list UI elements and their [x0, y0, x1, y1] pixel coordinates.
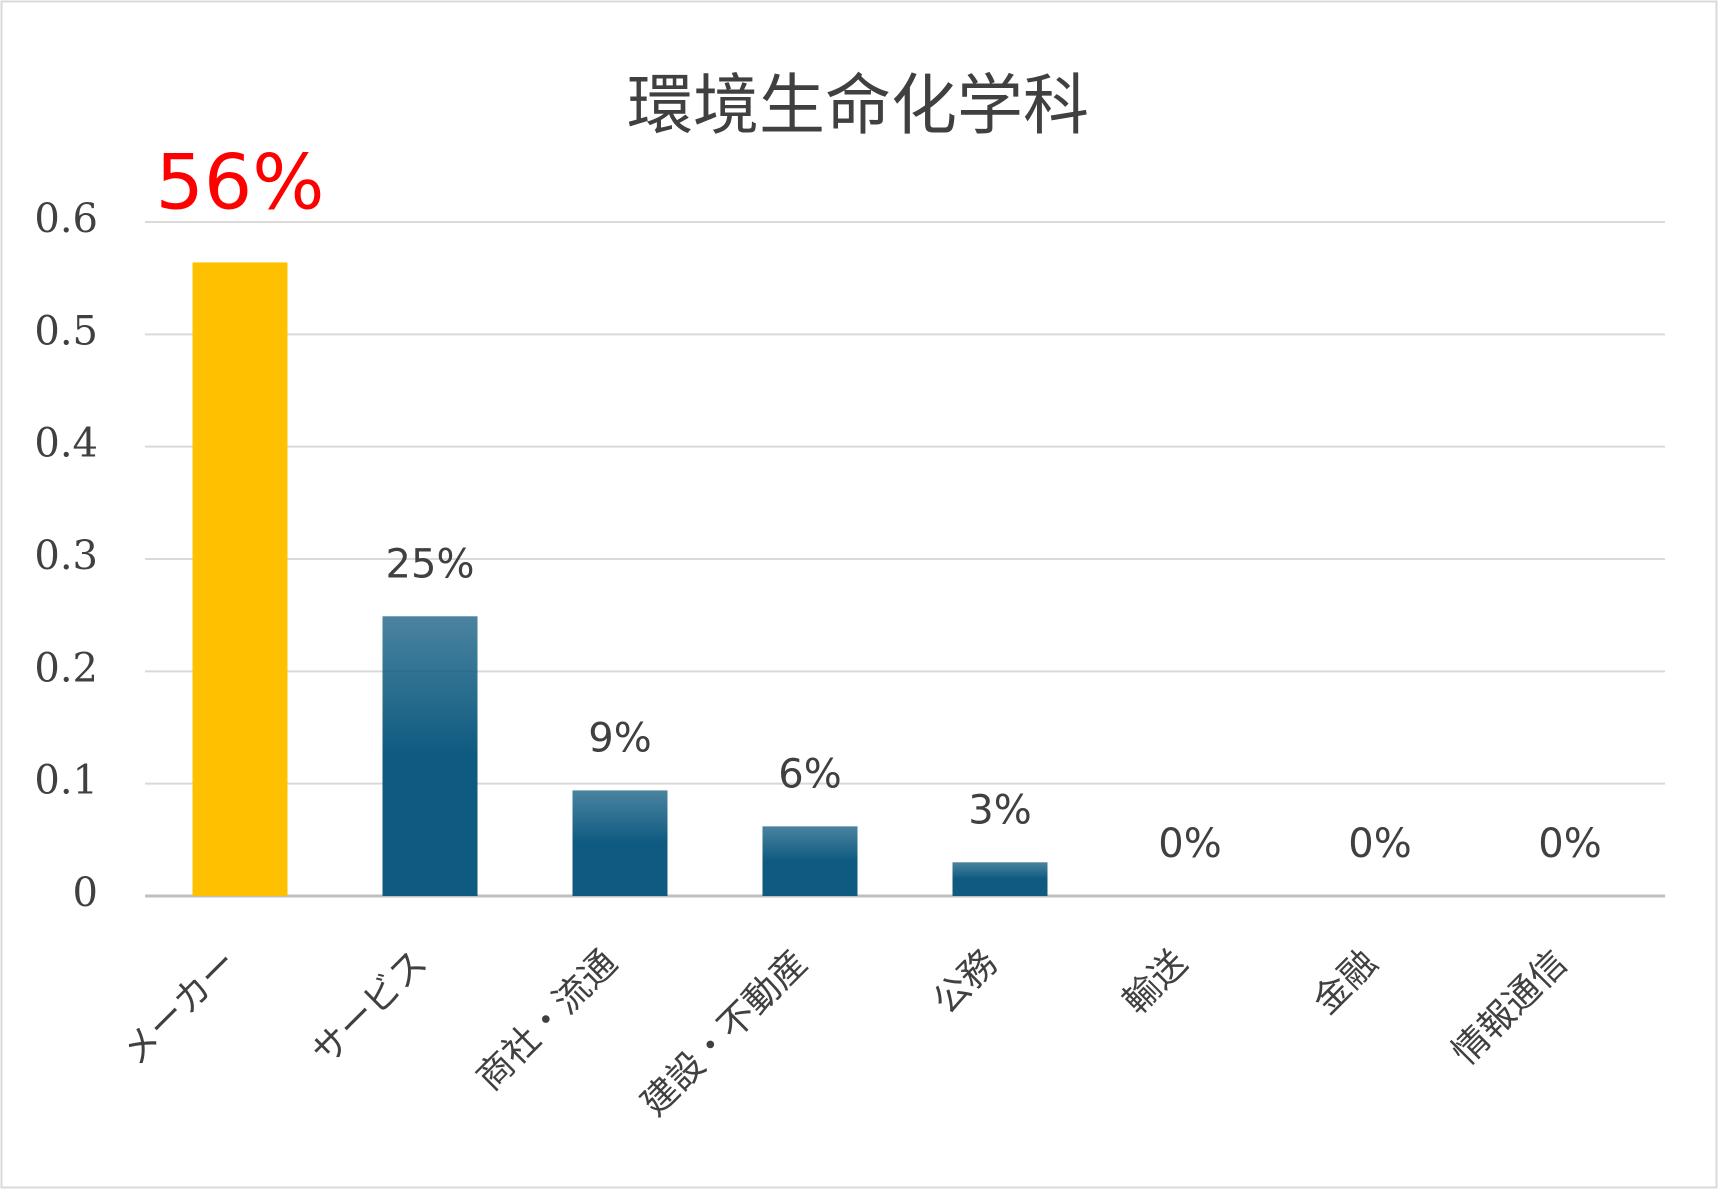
value-label: 3%: [968, 787, 1031, 833]
value-label: 0%: [1538, 821, 1601, 867]
bar: [192, 262, 288, 896]
bar: [572, 790, 668, 896]
value-label: 9%: [588, 715, 651, 761]
y-tick-label: 0.3: [34, 533, 98, 579]
y-tick-label: 0.4: [34, 421, 98, 467]
bar: [382, 616, 478, 896]
bar: [952, 862, 1048, 896]
y-tick-label: 0.6: [34, 196, 98, 242]
y-tick-label: 0: [73, 870, 98, 916]
y-tick-label: 0.5: [34, 308, 98, 354]
value-label: 56%: [156, 137, 325, 226]
value-label: 0%: [1158, 821, 1221, 867]
bar: [762, 826, 858, 896]
value-label: 6%: [778, 751, 841, 797]
value-label: 25%: [386, 541, 475, 587]
y-tick-label: 0.2: [34, 645, 98, 691]
y-tick-label: 0.1: [34, 758, 98, 804]
chart-title: 環境生命化学科: [627, 67, 1089, 144]
value-label: 0%: [1348, 821, 1411, 867]
